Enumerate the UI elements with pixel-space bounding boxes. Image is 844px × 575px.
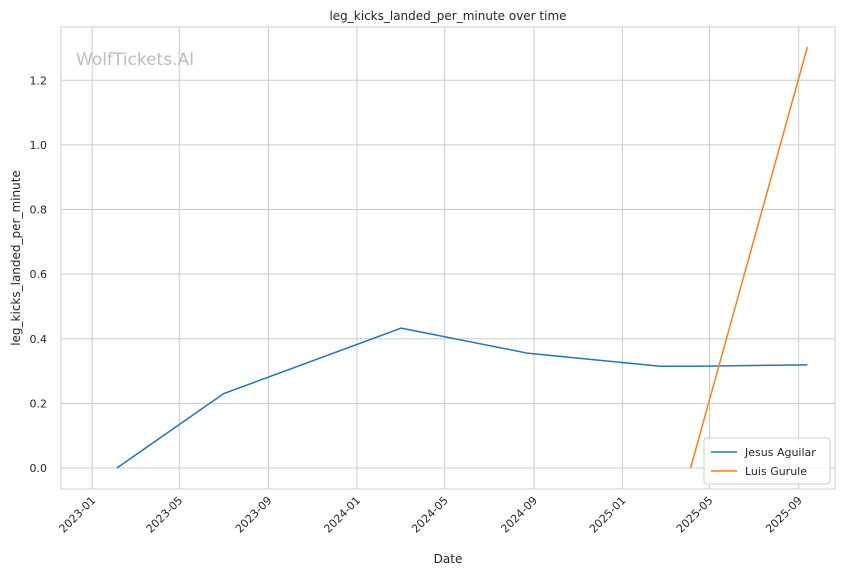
legend: Jesus Aguilar Luis Gurule xyxy=(703,437,831,485)
plot-area-frame xyxy=(60,26,836,490)
series-line-jesus-aguilar xyxy=(116,327,808,469)
series-line-luis-gurule xyxy=(689,46,809,469)
y-tick-label: 1.0 xyxy=(30,139,48,152)
series-layer xyxy=(116,46,809,469)
y-axis-label: leg_kicks_landed_per_minute xyxy=(9,170,23,346)
y-tick-label: 0.2 xyxy=(30,397,48,410)
watermark-text: WolfTickets.AI xyxy=(76,50,194,70)
legend-label-luis-gurule: Luis Gurule xyxy=(745,465,807,478)
y-tick-label: 1.2 xyxy=(30,74,48,87)
legend-box xyxy=(703,437,831,485)
chart-title: leg_kicks_landed_per_minute over time xyxy=(329,9,566,23)
legend-label-jesus-aguilar: Jesus Aguilar xyxy=(744,446,816,459)
y-tick-label: 0.6 xyxy=(30,268,48,281)
y-tick-label: 0.0 xyxy=(30,462,48,475)
y-tick-label: 0.4 xyxy=(30,333,48,346)
x-axis-label: Date xyxy=(434,552,463,566)
y-axis: 0.0 0.2 0.4 0.6 0.8 1.0 1.2 xyxy=(30,74,48,475)
y-tick-label: 0.8 xyxy=(30,204,48,217)
